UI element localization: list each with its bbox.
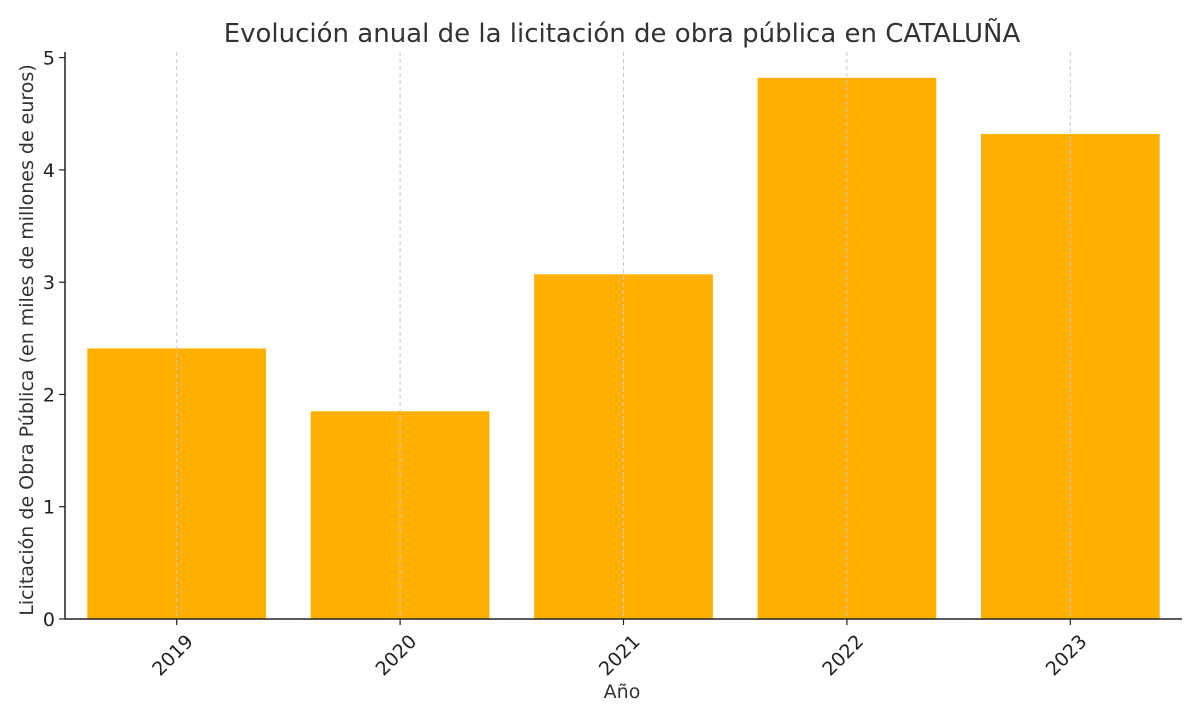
x-tick-label-2020: 2020 <box>371 631 421 681</box>
x-tick-label-2022: 2022 <box>818 631 868 681</box>
x-tick-label-2023: 2023 <box>1042 631 1092 681</box>
y-tick-label-1: 1 <box>43 497 55 519</box>
y-tick-label-3: 3 <box>43 272 55 294</box>
y-tick-label-0: 0 <box>43 609 55 631</box>
y-tick-label-4: 4 <box>43 160 55 182</box>
y-axis-label: Licitación de Obra Pública (en miles de … <box>16 64 38 615</box>
grid <box>176 52 1071 619</box>
y-tick-label-2: 2 <box>43 384 55 406</box>
x-axis-label: Año <box>604 681 641 703</box>
y-tick-label-5: 5 <box>43 48 55 70</box>
chart-title: Evolución anual de la licitación de obra… <box>224 17 1021 49</box>
axes <box>59 52 1182 625</box>
x-tick-label-2021: 2021 <box>595 631 645 681</box>
x-tick-label-2019: 2019 <box>148 631 198 681</box>
